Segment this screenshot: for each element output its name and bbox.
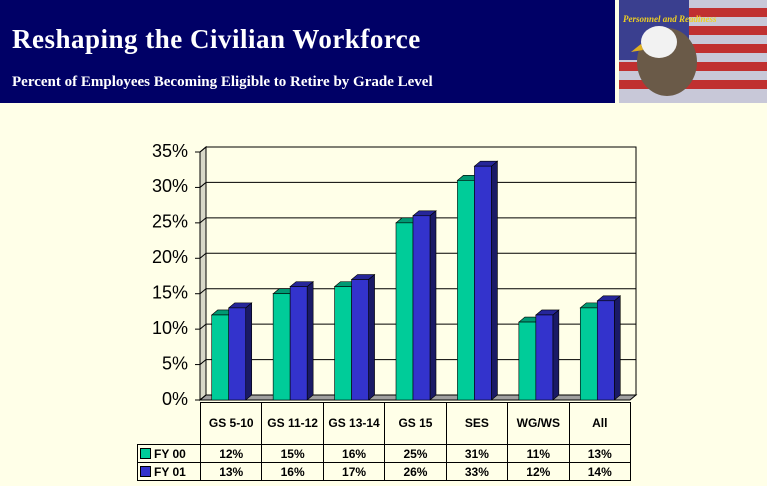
bar-side (246, 303, 252, 400)
bar (273, 294, 290, 400)
bar-side (307, 282, 313, 400)
x-tick-label: GS 11-12 (262, 403, 323, 445)
y-tick-label: 15% (152, 282, 188, 302)
value-label: 12% (508, 463, 569, 481)
bar (580, 308, 597, 400)
bar-side (491, 161, 497, 400)
legend-cell: FY 00 (138, 445, 201, 463)
bar (536, 315, 553, 400)
page: Reshaping the Civilian Workforce Percent… (0, 0, 767, 486)
y-tick-label: 30% (152, 176, 188, 196)
bar-side (553, 310, 559, 400)
bar (229, 308, 246, 400)
y-tick-label: 25% (152, 212, 188, 232)
value-label: 16% (262, 463, 323, 481)
value-label: 16% (323, 445, 384, 463)
data-row: FY 00 12%15%16%25%31%11%13% (138, 445, 631, 463)
x-tick-label: All (569, 403, 630, 445)
x-tick-label: GS 15 (385, 403, 446, 445)
bar (597, 301, 614, 400)
x-tick-label: GS 13-14 (323, 403, 384, 445)
value-label: 33% (446, 463, 507, 481)
y-tick-label: 5% (162, 353, 188, 373)
legend-cell: FY 01 (138, 463, 201, 481)
y-tick-label: 20% (152, 247, 188, 267)
y-tick-label: 10% (152, 318, 188, 338)
value-label: 31% (446, 445, 507, 463)
value-label: 12% (201, 445, 262, 463)
bar-side (369, 275, 375, 400)
bar (413, 216, 430, 400)
blank-cell (138, 403, 201, 445)
legend-label: FY 00 (154, 447, 186, 461)
y-tick-label: 35% (152, 141, 188, 161)
legend-swatch (140, 466, 151, 477)
bar (352, 280, 369, 400)
bar-side (614, 296, 620, 400)
value-label: 17% (323, 463, 384, 481)
bar (396, 223, 413, 400)
bar (335, 287, 352, 400)
x-tick-label: WG/WS (508, 403, 569, 445)
value-label: 25% (385, 445, 446, 463)
legend-label: FY 01 (154, 465, 186, 479)
value-label: 14% (569, 463, 630, 481)
legend-swatch (140, 448, 151, 459)
value-label: 15% (262, 445, 323, 463)
data-row: FY 01 13%16%17%26%33%12%14% (138, 463, 631, 481)
value-label: 13% (201, 463, 262, 481)
bar (474, 166, 491, 400)
bar (519, 322, 536, 400)
value-label: 11% (508, 445, 569, 463)
bar (457, 180, 474, 400)
x-tick-label: GS 5-10 (201, 403, 262, 445)
value-label: 13% (569, 445, 630, 463)
bar (212, 315, 229, 400)
bar (290, 287, 307, 400)
value-label: 26% (385, 463, 446, 481)
x-tick-label: SES (446, 403, 507, 445)
bar-side (430, 211, 436, 400)
